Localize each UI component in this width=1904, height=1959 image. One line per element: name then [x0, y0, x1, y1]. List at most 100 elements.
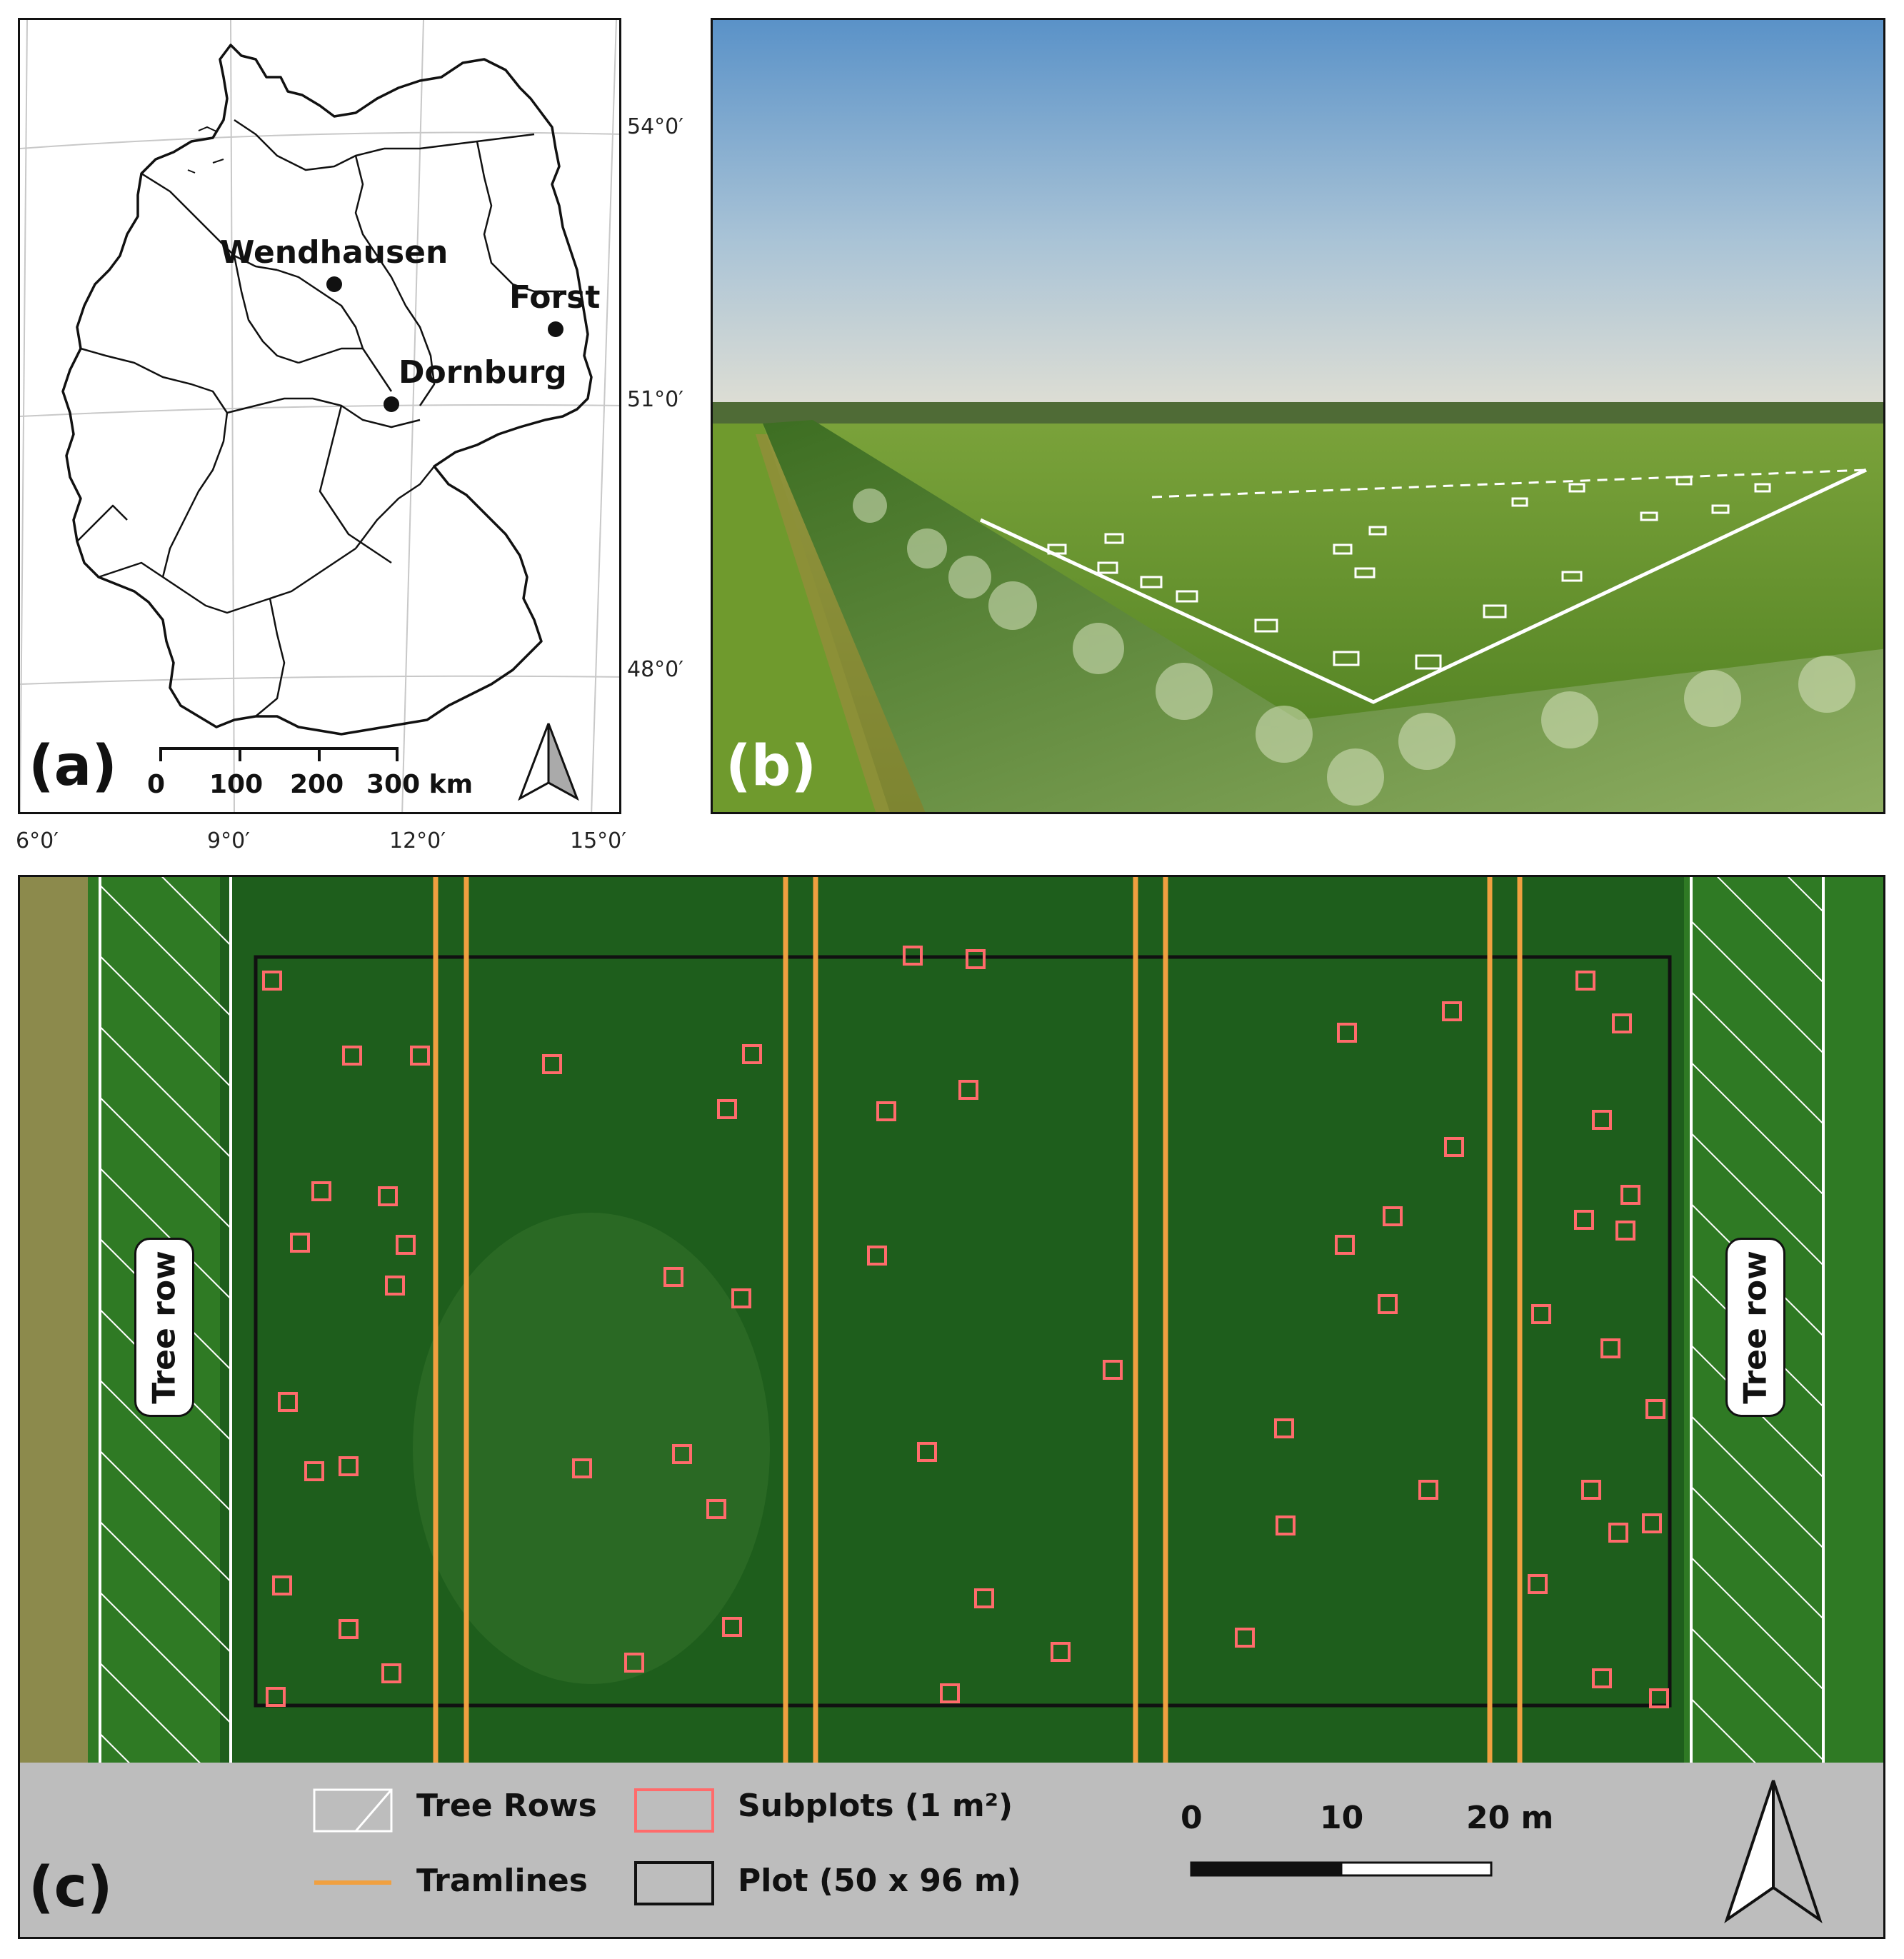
graticule [20, 20, 619, 812]
tree-row-label-right: Tree row [1725, 1238, 1785, 1417]
subplot-square [731, 1288, 751, 1308]
subplot-square [1649, 1688, 1669, 1708]
scale-a-tick-2: 200 [290, 770, 344, 799]
subplot-square [1335, 1235, 1355, 1255]
scale-bar-c [1190, 1861, 1493, 1877]
subplot-square [266, 1687, 286, 1707]
subplot-square [381, 1663, 401, 1683]
subplot-square [1574, 1210, 1594, 1230]
scale-c-tick-2: 20 m [1466, 1800, 1554, 1836]
subplot-square [1051, 1642, 1071, 1662]
panel-c-plot-layout: Tree row Tree row Tree Rows Tramlines Su… [18, 875, 1885, 1939]
plot-layout-svg [20, 877, 1883, 1763]
subplot-square [542, 1054, 562, 1074]
subplot-square [378, 1186, 398, 1206]
subplot-square [1103, 1360, 1123, 1380]
legend-plot-label: Plot (50 x 96 m) [738, 1863, 1021, 1899]
lon-label-15: 15°0′ [570, 828, 627, 853]
legend-subplots-label: Subplots (1 m²) [738, 1788, 1013, 1824]
lon-label-6: 6°0′ [16, 828, 59, 853]
subplot-square [1642, 1513, 1662, 1533]
subplot-square [396, 1235, 416, 1255]
aerial-photo-svg [713, 20, 1883, 812]
subplot-square [1581, 1480, 1601, 1500]
subplot-square [339, 1619, 359, 1639]
subplot-square [917, 1442, 937, 1462]
subplot-square [1592, 1668, 1612, 1688]
subplot-square [1337, 1023, 1357, 1043]
legend-tramlines-label: Tramlines [416, 1863, 588, 1899]
state-boundaries [76, 119, 563, 717]
panel-b-aerial-photo: (b) [711, 18, 1885, 814]
subplot-square [624, 1653, 644, 1673]
subplot-square [385, 1276, 405, 1296]
subplot-square [262, 971, 282, 991]
subplot-square [1575, 971, 1595, 991]
subplot-square [410, 1046, 430, 1066]
subplot-square [1531, 1304, 1551, 1324]
scale-a-tick-1: 100 [209, 770, 264, 799]
legend-subplots-swatch [634, 1788, 714, 1833]
site-dot-wendhausen [326, 276, 342, 292]
subplot-square [272, 1575, 292, 1595]
subplot-square [278, 1392, 298, 1412]
subplot-square [572, 1458, 592, 1478]
subplots-b [1047, 476, 1771, 670]
subplot-square [940, 1683, 960, 1703]
scale-c-tick-1: 10 [1320, 1800, 1364, 1836]
scale-c-tick-0: 0 [1181, 1800, 1203, 1836]
lat-label-48: 48°0′ [627, 657, 684, 682]
subplot-square [722, 1617, 742, 1637]
north-arrow-icon [518, 723, 579, 801]
site-dot-forst [548, 321, 563, 337]
subplot-square [1615, 1221, 1635, 1241]
legend-tree-rows-label: Tree Rows [416, 1788, 597, 1824]
panel-a-letter: (a) [29, 734, 117, 798]
lat-label-54: 54°0′ [627, 114, 684, 139]
subplot-square [290, 1233, 310, 1253]
subplot-square [311, 1181, 331, 1201]
scale-bar-a [159, 747, 399, 761]
subplot-square [742, 1044, 762, 1064]
lon-label-9: 9°0′ [207, 828, 250, 853]
subplot-square [342, 1046, 362, 1066]
scale-a-tick-0: 0 [147, 770, 166, 799]
subplot-square [966, 949, 986, 969]
site-label-wendhausen: Wendhausen [220, 234, 449, 271]
subplot-square [974, 1588, 994, 1608]
tree-row-label-left: Tree row [134, 1238, 194, 1417]
subplot-square [1274, 1418, 1294, 1438]
site-label-forst: Forst [509, 279, 601, 316]
scale-a-tick-3: 300 km [366, 770, 474, 799]
panel-c-letter: (c) [29, 1855, 113, 1920]
field-imagery [20, 877, 1883, 1763]
subplot-square [717, 1099, 737, 1119]
subplot-square [1600, 1338, 1620, 1358]
subplot-square [663, 1267, 683, 1287]
subplot-square [903, 946, 923, 966]
subplot-square [672, 1444, 692, 1464]
subplot-square [1620, 1185, 1640, 1205]
subplot-square [867, 1246, 887, 1266]
legend-tree-rows-swatch [313, 1788, 393, 1833]
north-arrow-icon [1724, 1780, 1823, 1924]
subplot-square [304, 1461, 324, 1481]
subplots [262, 946, 1669, 1708]
site-dot-dornburg [384, 396, 399, 412]
subplot-square [1235, 1628, 1255, 1648]
lat-label-51: 51°0′ [627, 387, 684, 412]
subplot-square [706, 1499, 726, 1519]
germany-outline [61, 44, 593, 736]
subplot-square [1608, 1523, 1628, 1543]
subplot-square [1418, 1480, 1438, 1500]
subplot-square [1528, 1574, 1548, 1594]
subplot-square [1645, 1399, 1665, 1419]
plot-outline-b [979, 468, 1868, 704]
subplot-square [339, 1456, 359, 1476]
legend-svg [313, 1780, 1823, 1924]
panel-b-letter: (b) [726, 734, 817, 798]
subplot-square [1276, 1515, 1296, 1535]
subplot-square [1383, 1206, 1403, 1226]
lon-label-12: 12°0′ [389, 828, 446, 853]
subplot-square [1442, 1001, 1462, 1021]
